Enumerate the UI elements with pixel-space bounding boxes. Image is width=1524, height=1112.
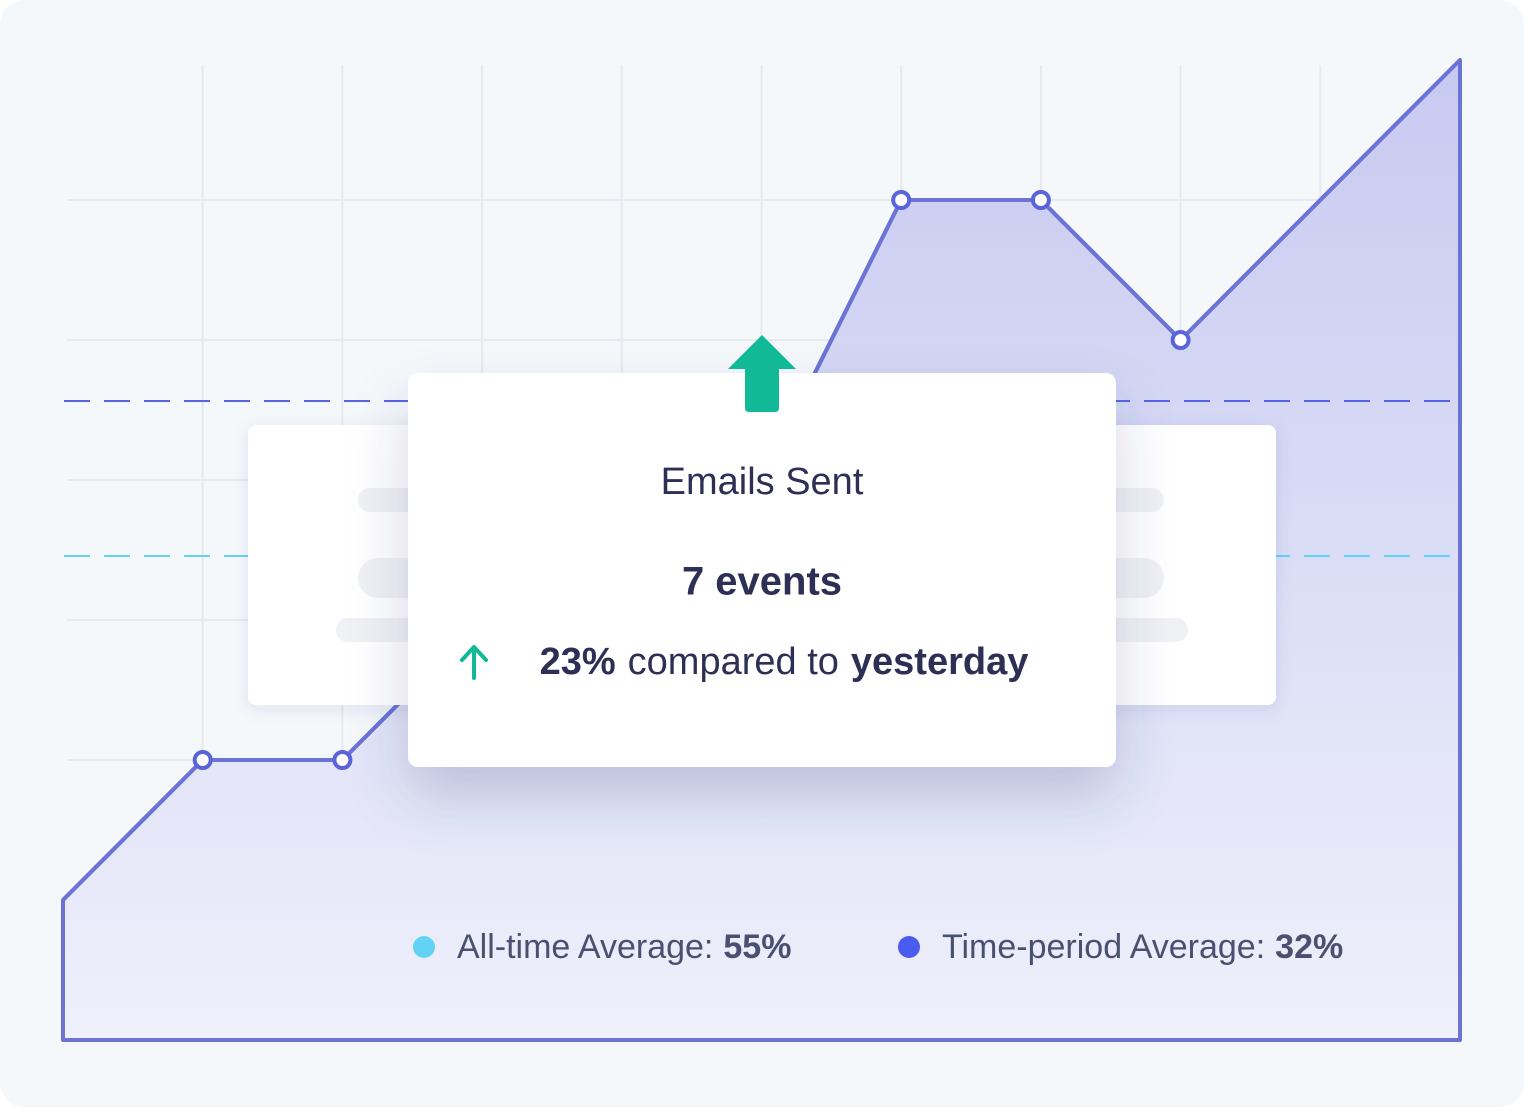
tooltip-change: 23% compared to yesterday [540, 641, 1029, 683]
legend-value: 32% [1275, 928, 1343, 966]
change-value: 23% [540, 641, 616, 683]
legend-entry: Time-period Average: 32% [942, 928, 1343, 966]
tooltip: Emails Sent 7 events 23% compared to yeste… [408, 335, 1116, 767]
comparison-text: compared to [628, 641, 839, 683]
legend-dot [413, 936, 435, 958]
point-marker [1170, 330, 1191, 350]
change-arrow-icon [460, 645, 488, 680]
legend-label: All-time Average: [457, 928, 713, 966]
up-arrow-icon [728, 335, 796, 412]
legend-dot [898, 936, 920, 958]
tooltip-title: Emails Sent [661, 461, 864, 503]
legend: All-time Average: 55% Time-period Average… [413, 928, 1343, 966]
point-marker [192, 750, 213, 770]
legend-entry: All-time Average: 55% [457, 928, 791, 966]
point-marker [332, 750, 353, 770]
point-marker [1030, 190, 1051, 210]
point-marker [891, 190, 912, 210]
tooltip-value: 7 events [682, 560, 842, 604]
legend-label: Time-period Average: [942, 928, 1265, 966]
legend-value: 55% [723, 928, 791, 966]
tooltip-panel [408, 373, 1116, 767]
comparison-period: yesterday [851, 641, 1028, 683]
